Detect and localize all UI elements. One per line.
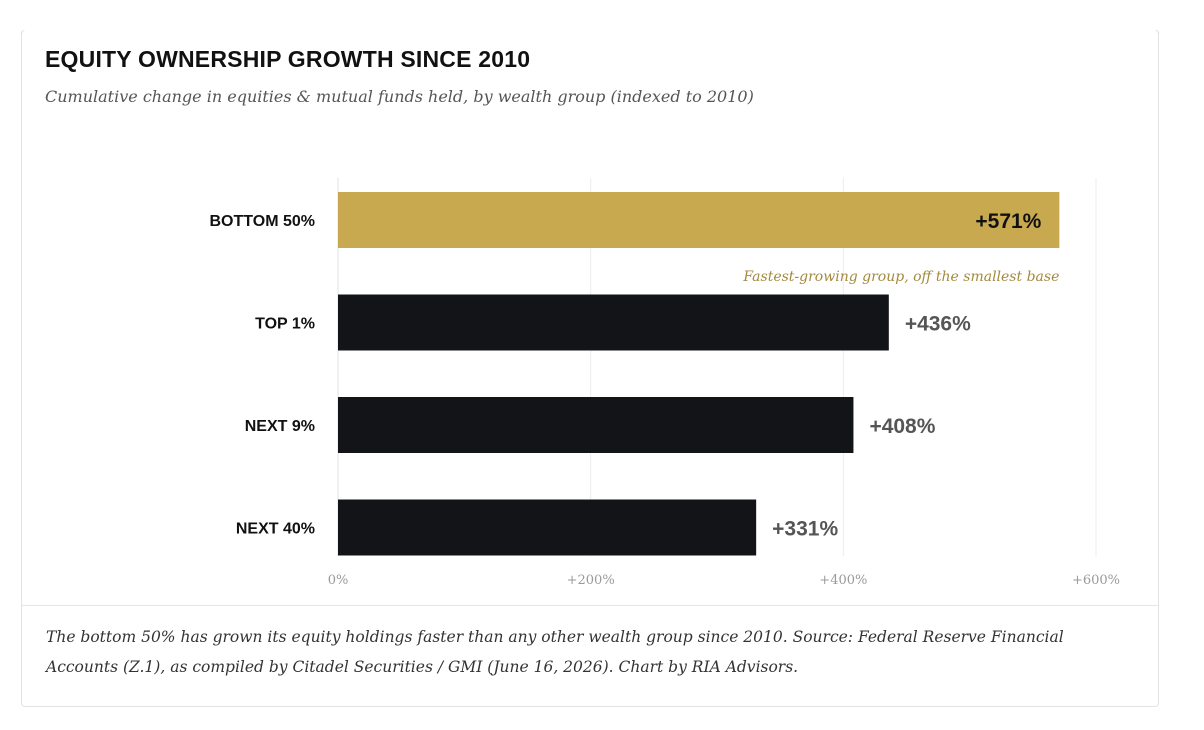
bar-next-9 xyxy=(338,397,854,453)
category-label: BOTTOM 50% xyxy=(210,213,316,230)
bar-annotation: Fastest-growing group, off the smallest … xyxy=(742,269,1059,285)
bar-chart: 0% +200% +400% +600% BOTTOM 50% +571% Fastest-… xyxy=(210,178,1120,588)
value-label: +408% xyxy=(869,415,935,438)
chart-subtitle: Cumulative change in equities & mutual f… xyxy=(45,87,754,106)
chart-title: EQUITY OWNERSHIP GROWTH SINCE 2010 xyxy=(45,46,531,72)
chart-card: 0% +200% +400% +600% BOTTOM 50% +571% Fastest-… xyxy=(21,30,1159,707)
x-tick-label: 0% xyxy=(328,573,349,588)
x-tick-label: +200% xyxy=(567,573,615,588)
category-label: NEXT 40% xyxy=(236,521,315,538)
value-label: +571% xyxy=(975,210,1041,233)
value-label: +331% xyxy=(772,518,838,541)
x-tick-label: +600% xyxy=(1072,573,1120,588)
category-label: NEXT 9% xyxy=(245,418,315,435)
category-label: TOP 1% xyxy=(255,316,315,333)
footnote-divider xyxy=(22,605,1158,606)
bar-bottom-50 xyxy=(338,192,1060,248)
bar-next-40 xyxy=(338,499,757,556)
chart-footnote: The bottom 50% has grown its equity hold… xyxy=(46,628,1064,676)
x-tick-label: +400% xyxy=(819,573,867,588)
value-label: +436% xyxy=(905,313,971,336)
bar-top-1 xyxy=(338,294,889,351)
